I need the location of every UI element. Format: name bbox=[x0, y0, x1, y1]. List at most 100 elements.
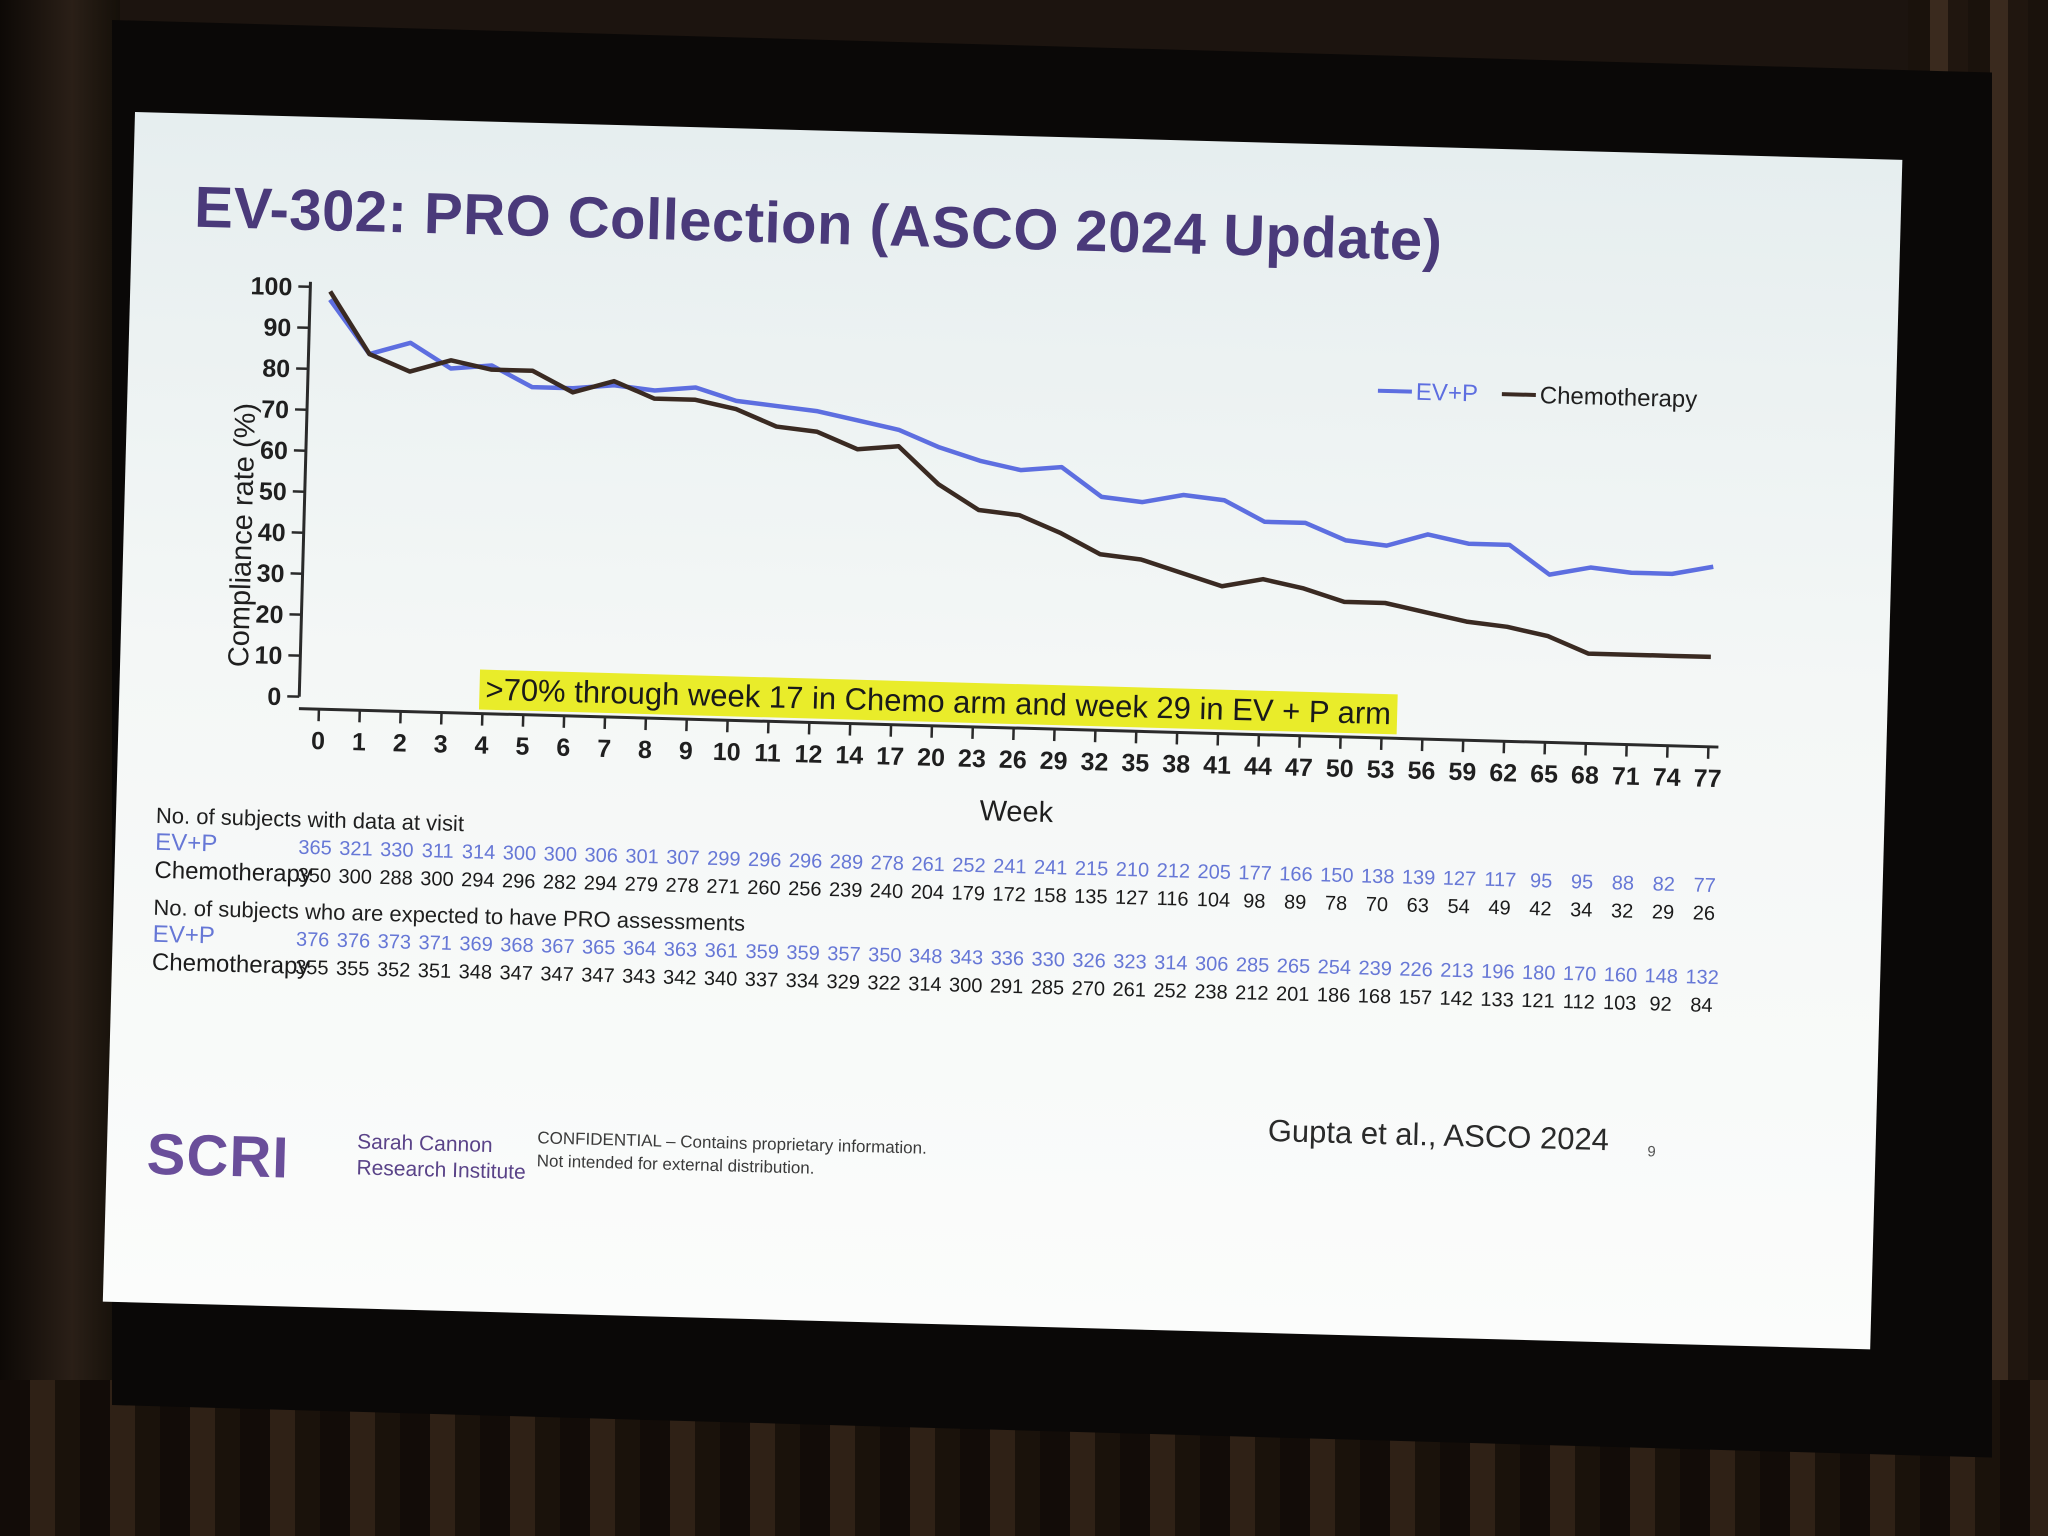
table-cell: 201 bbox=[1275, 983, 1310, 1007]
table-cell: 367 bbox=[540, 935, 575, 959]
x-tick-label: 65 bbox=[1530, 760, 1559, 789]
table-cell: 330 bbox=[1031, 948, 1066, 972]
table-cell: 347 bbox=[580, 964, 615, 988]
table-cell: 279 bbox=[624, 873, 659, 897]
table-cell: 177 bbox=[1238, 862, 1273, 886]
table-cell: 342 bbox=[662, 966, 697, 990]
x-tick-label: 8 bbox=[638, 736, 653, 764]
table-cell: 212 bbox=[1156, 859, 1191, 883]
table-cell: 88 bbox=[1611, 872, 1635, 895]
table-cell: 239 bbox=[828, 879, 863, 902]
x-tick-label: 7 bbox=[597, 735, 612, 763]
table-cell: 376 bbox=[336, 929, 371, 953]
table-cell: 352 bbox=[376, 958, 411, 982]
table-cell: 368 bbox=[500, 934, 534, 958]
table-cell: 322 bbox=[867, 972, 902, 996]
table-cell: 133 bbox=[1480, 988, 1515, 1012]
table-cell: 265 bbox=[1276, 955, 1311, 979]
y-axis-title: Compliance rate (%) bbox=[223, 403, 262, 668]
table-cell: 369 bbox=[459, 933, 494, 956]
x-tick-label: 10 bbox=[712, 738, 741, 767]
left-curtain bbox=[0, 0, 120, 1536]
table-cell: 226 bbox=[1399, 958, 1434, 982]
x-tick-label: 23 bbox=[958, 745, 987, 774]
table-cell: 117 bbox=[1484, 868, 1517, 892]
table-cell: 365 bbox=[298, 836, 333, 860]
x-tick-label: 4 bbox=[474, 731, 489, 759]
series-line-chemotherapy bbox=[328, 290, 1711, 660]
table-cell: 92 bbox=[1649, 993, 1672, 1016]
table-cell: 285 bbox=[1235, 954, 1270, 977]
table-cell: 278 bbox=[870, 852, 905, 876]
table-cell: 84 bbox=[1689, 994, 1713, 1017]
table-cell: 89 bbox=[1283, 891, 1307, 914]
table-cell: 291 bbox=[989, 975, 1024, 999]
table-cell: 329 bbox=[826, 971, 861, 994]
x-tick-label: 3 bbox=[433, 730, 448, 758]
table-cell: 252 bbox=[1153, 979, 1188, 1003]
x-axis-line bbox=[298, 707, 1719, 749]
x-tick-label: 44 bbox=[1244, 752, 1273, 781]
table-cell: 288 bbox=[379, 866, 414, 890]
table-cell: 256 bbox=[787, 877, 822, 901]
y-tick-label: 70 bbox=[261, 396, 290, 425]
table-cell: 29 bbox=[1651, 901, 1675, 924]
y-tick-label: 10 bbox=[254, 641, 283, 670]
y-tick-label: 60 bbox=[260, 437, 289, 466]
table-cell: 95 bbox=[1570, 871, 1594, 894]
legend-label: EV+P bbox=[1416, 379, 1479, 408]
expected-chemo-label: Chemotherapy bbox=[151, 948, 310, 981]
table-cell: 365 bbox=[581, 936, 616, 960]
y-tick-label: 40 bbox=[257, 518, 286, 547]
table-cell: 376 bbox=[295, 928, 330, 952]
table-cell: 330 bbox=[379, 838, 414, 862]
table-cell: 213 bbox=[1439, 959, 1474, 983]
table-cell: 314 bbox=[907, 973, 942, 997]
table-cell: 294 bbox=[460, 869, 495, 893]
table-cell: 238 bbox=[1194, 980, 1228, 1004]
table-cell: 343 bbox=[621, 965, 656, 989]
x-tick-label: 9 bbox=[679, 737, 694, 765]
x-axis-title: Week bbox=[979, 795, 1054, 829]
table-cell: 350 bbox=[867, 944, 902, 968]
table-cell: 306 bbox=[1194, 952, 1229, 976]
table-cell: 138 bbox=[1360, 865, 1395, 889]
table-cell: 170 bbox=[1562, 962, 1597, 986]
table-cell: 300 bbox=[502, 842, 537, 866]
table-cell: 204 bbox=[910, 881, 945, 905]
x-tick-label: 14 bbox=[835, 741, 864, 770]
x-tick-label: 71 bbox=[1612, 762, 1641, 791]
table-cell: 139 bbox=[1401, 866, 1436, 890]
table-cell: 261 bbox=[911, 853, 946, 877]
table-cell: 300 bbox=[948, 974, 983, 998]
x-tick-label: 2 bbox=[392, 729, 407, 757]
x-tick-label: 74 bbox=[1652, 763, 1681, 792]
table-cell: 299 bbox=[706, 847, 741, 871]
y-tick-label: 30 bbox=[256, 559, 285, 588]
citation: Gupta et al., ASCO 2024 bbox=[1267, 1113, 1610, 1158]
table-cell: 301 bbox=[625, 845, 660, 869]
y-axis-line bbox=[297, 281, 312, 697]
table-cell: 261 bbox=[1112, 978, 1147, 1002]
table-cell: 306 bbox=[584, 844, 619, 868]
x-tick-label: 29 bbox=[1039, 747, 1068, 776]
table-cell: 210 bbox=[1115, 858, 1150, 882]
table-cell: 82 bbox=[1652, 873, 1676, 896]
table-cell: 296 bbox=[501, 870, 536, 894]
table-cell: 285 bbox=[1030, 976, 1065, 1000]
table-cell: 241 bbox=[992, 855, 1027, 879]
y-tick-label: 80 bbox=[262, 355, 291, 384]
table-cell: 240 bbox=[869, 880, 904, 904]
table-cell: 252 bbox=[952, 854, 987, 878]
table-cell: 127 bbox=[1442, 867, 1477, 891]
x-tick-label: 50 bbox=[1325, 754, 1354, 783]
series-line-ev-p bbox=[328, 298, 1714, 577]
y-tick-label: 50 bbox=[259, 477, 288, 506]
table-cell: 355 bbox=[294, 956, 329, 980]
y-axis: 0 10 20 30 40 50 60 70 80 90 100 bbox=[250, 272, 312, 711]
x-tick-label: 11 bbox=[754, 739, 781, 768]
x-tick-label: 35 bbox=[1121, 749, 1150, 778]
table-cell: 104 bbox=[1196, 889, 1231, 912]
table-cell: 121 bbox=[1520, 989, 1555, 1013]
x-tick-label: 62 bbox=[1489, 759, 1518, 788]
